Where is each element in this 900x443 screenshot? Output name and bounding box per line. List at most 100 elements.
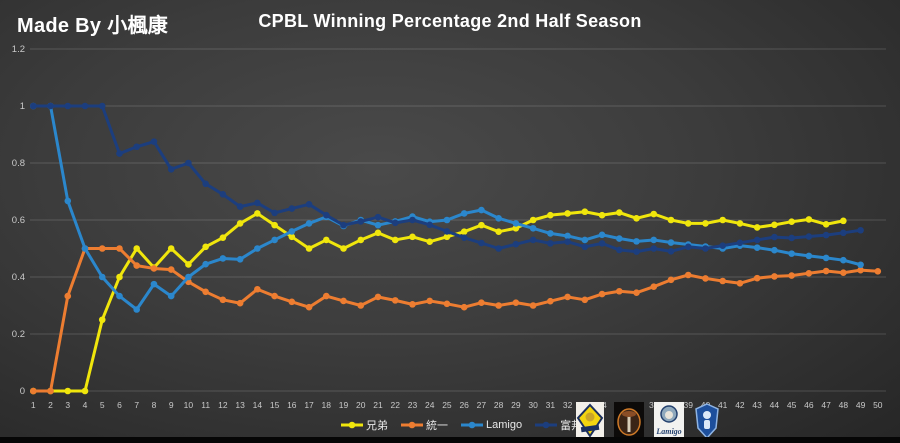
data-point-lamigo-6 xyxy=(116,292,123,300)
data-point-brothers-19 xyxy=(340,245,347,252)
data-point-fubon-guardians-34 xyxy=(598,240,606,247)
data-point-fubon-guardians-4 xyxy=(81,102,89,110)
data-point-brothers-29 xyxy=(512,224,520,232)
data-point-fubon-guardians-39 xyxy=(684,243,692,251)
x-tick-2: 2 xyxy=(48,400,53,410)
data-point-lamigo-36 xyxy=(633,238,640,245)
data-point-brothers-20 xyxy=(357,236,365,244)
data-point-brothers-36 xyxy=(633,214,640,222)
data-point-uni-lions-50 xyxy=(874,268,882,275)
data-point-fubon-guardians-8 xyxy=(150,138,158,145)
data-point-uni-lions-46 xyxy=(805,269,813,277)
data-point-uni-lions-9 xyxy=(167,266,175,273)
data-point-lamigo-31 xyxy=(547,230,554,237)
series-line-uni-lions xyxy=(33,247,878,393)
y-tick-0: 0 xyxy=(20,386,25,397)
data-point-uni-lions-37 xyxy=(650,283,658,290)
data-point-fubon-guardians-29 xyxy=(512,240,520,248)
data-point-uni-lions-24 xyxy=(426,297,434,305)
data-point-lamigo-34 xyxy=(598,231,606,239)
data-point-fubon-guardians-13 xyxy=(236,203,244,210)
data-point-uni-lions-21 xyxy=(374,293,382,301)
data-point-fubon-guardians-36 xyxy=(633,248,640,255)
made-by-credit: Made By 小楓康 xyxy=(17,15,169,37)
data-point-fubon-guardians-3 xyxy=(64,102,72,110)
data-point-brothers-5 xyxy=(98,316,106,324)
data-point-uni-lions-14 xyxy=(254,285,261,293)
chart-title: CPBL Winning Percentage 2nd Half Season xyxy=(258,11,642,31)
data-point-lamigo-21 xyxy=(374,221,382,229)
x-tick-10: 10 xyxy=(184,400,194,410)
data-point-brothers-40 xyxy=(702,220,709,227)
data-point-brothers-39 xyxy=(684,220,692,227)
data-point-uni-lions-3 xyxy=(64,292,72,300)
data-point-brothers-22 xyxy=(391,236,399,244)
x-tick-6: 6 xyxy=(117,400,122,410)
data-point-uni-lions-32 xyxy=(564,293,571,301)
data-point-fubon-guardians-35 xyxy=(615,246,623,254)
x-tick-9: 9 xyxy=(169,400,174,410)
data-point-lamigo-32 xyxy=(564,232,571,240)
x-tick-48: 48 xyxy=(839,400,849,410)
brothers-legend-marker xyxy=(341,421,363,429)
data-point-uni-lions-35 xyxy=(615,287,623,295)
data-point-lamigo-27 xyxy=(478,206,485,214)
data-point-brothers-44 xyxy=(771,221,778,229)
data-point-lamigo-8 xyxy=(150,280,158,288)
lamigo-legend-marker xyxy=(461,421,483,429)
data-point-uni-lions-30 xyxy=(529,302,537,309)
x-tick-8: 8 xyxy=(152,400,157,410)
x-tick-32: 32 xyxy=(563,400,573,410)
data-point-uni-lions-23 xyxy=(409,301,416,308)
data-point-lamigo-30 xyxy=(529,224,537,232)
data-point-uni-lions-28 xyxy=(495,302,502,309)
data-point-fubon-guardians-18 xyxy=(322,211,330,219)
data-point-lamigo-17 xyxy=(305,220,313,227)
data-point-lamigo-47 xyxy=(822,254,830,262)
data-point-fubon-guardians-46 xyxy=(805,233,813,240)
x-tick-5: 5 xyxy=(100,400,105,410)
chart-legend: 兄弟 統一 Lamigo 富邦 xyxy=(341,417,582,433)
data-point-lamigo-10 xyxy=(185,273,192,281)
data-point-lamigo-14 xyxy=(254,245,261,252)
data-point-brothers-33 xyxy=(581,208,589,216)
data-point-uni-lions-40 xyxy=(702,275,709,282)
data-point-fubon-guardians-25 xyxy=(443,228,451,235)
data-point-uni-lions-6 xyxy=(116,245,123,252)
x-tick-27: 27 xyxy=(477,400,487,410)
data-point-lamigo-43 xyxy=(753,244,761,251)
svg-text:Lamigo: Lamigo xyxy=(655,427,681,436)
x-tick-18: 18 xyxy=(322,400,332,410)
data-point-fubon-guardians-37 xyxy=(650,245,658,252)
data-point-fubon-guardians-31 xyxy=(547,240,554,247)
data-point-brothers-26 xyxy=(460,228,468,235)
data-point-brothers-6 xyxy=(116,273,123,281)
data-point-brothers-12 xyxy=(219,234,227,241)
x-tick-28: 28 xyxy=(494,400,504,410)
data-point-fubon-guardians-22 xyxy=(391,219,399,227)
data-point-brothers-27 xyxy=(478,221,485,229)
data-point-brothers-38 xyxy=(667,216,675,224)
data-point-fubon-guardians-26 xyxy=(460,234,468,241)
data-point-fubon-guardians-2 xyxy=(47,102,54,110)
x-tick-49: 49 xyxy=(856,400,866,410)
data-point-brothers-15 xyxy=(271,221,278,229)
x-tick-11: 11 xyxy=(201,400,210,410)
legend-item-lamigo: Lamigo xyxy=(461,419,522,431)
x-tick-24: 24 xyxy=(425,400,435,410)
data-point-lamigo-25 xyxy=(443,216,451,224)
data-point-brothers-47 xyxy=(822,220,830,228)
data-point-brothers-43 xyxy=(753,224,761,231)
x-tick-44: 44 xyxy=(770,400,780,410)
data-point-lamigo-28 xyxy=(495,214,502,222)
legend-label-uni-lions: 統一 xyxy=(426,420,448,432)
data-point-uni-lions-25 xyxy=(443,300,451,308)
data-point-fubon-guardians-16 xyxy=(288,205,296,212)
data-point-brothers-46 xyxy=(805,216,813,223)
x-tick-13: 13 xyxy=(235,400,245,410)
data-point-uni-lions-1 xyxy=(30,387,37,395)
x-tick-29: 29 xyxy=(511,400,521,410)
data-point-fubon-guardians-9 xyxy=(167,165,175,173)
